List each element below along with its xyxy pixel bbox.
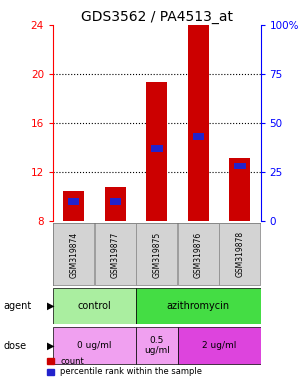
Bar — [229, 158, 250, 221]
Text: ▶: ▶ — [47, 341, 55, 351]
Bar — [53, 288, 136, 324]
Text: control: control — [78, 301, 112, 311]
Text: GSM319875: GSM319875 — [152, 231, 161, 278]
Legend: count, percentile rank within the sample: count, percentile rank within the sample — [44, 354, 205, 380]
Bar — [188, 25, 209, 221]
Bar — [110, 198, 121, 205]
Text: GSM319878: GSM319878 — [235, 231, 244, 278]
Bar — [151, 145, 162, 152]
Text: ▶: ▶ — [47, 301, 55, 311]
Bar — [53, 327, 136, 364]
Text: 0.5
ug/ml: 0.5 ug/ml — [144, 336, 170, 355]
Text: 0 ug/ml: 0 ug/ml — [77, 341, 112, 350]
Bar — [146, 83, 167, 221]
Text: 2 ug/ml: 2 ug/ml — [202, 341, 236, 350]
Bar — [53, 223, 94, 285]
Bar — [68, 198, 79, 205]
Bar — [63, 192, 84, 221]
Bar — [178, 327, 261, 364]
Text: GSM319876: GSM319876 — [194, 231, 203, 278]
Text: azithromycin: azithromycin — [167, 301, 230, 311]
Bar — [95, 223, 136, 285]
Bar — [178, 223, 219, 285]
Text: dose: dose — [3, 341, 26, 351]
Bar — [219, 223, 260, 285]
Bar — [136, 223, 177, 285]
Bar — [136, 327, 178, 364]
Bar — [105, 187, 126, 221]
Bar — [136, 288, 261, 324]
Bar — [193, 133, 204, 140]
Text: GSM319877: GSM319877 — [111, 231, 120, 278]
Title: GDS3562 / PA4513_at: GDS3562 / PA4513_at — [81, 10, 233, 24]
Text: agent: agent — [3, 301, 31, 311]
Bar — [234, 162, 245, 169]
Text: GSM319874: GSM319874 — [69, 231, 78, 278]
